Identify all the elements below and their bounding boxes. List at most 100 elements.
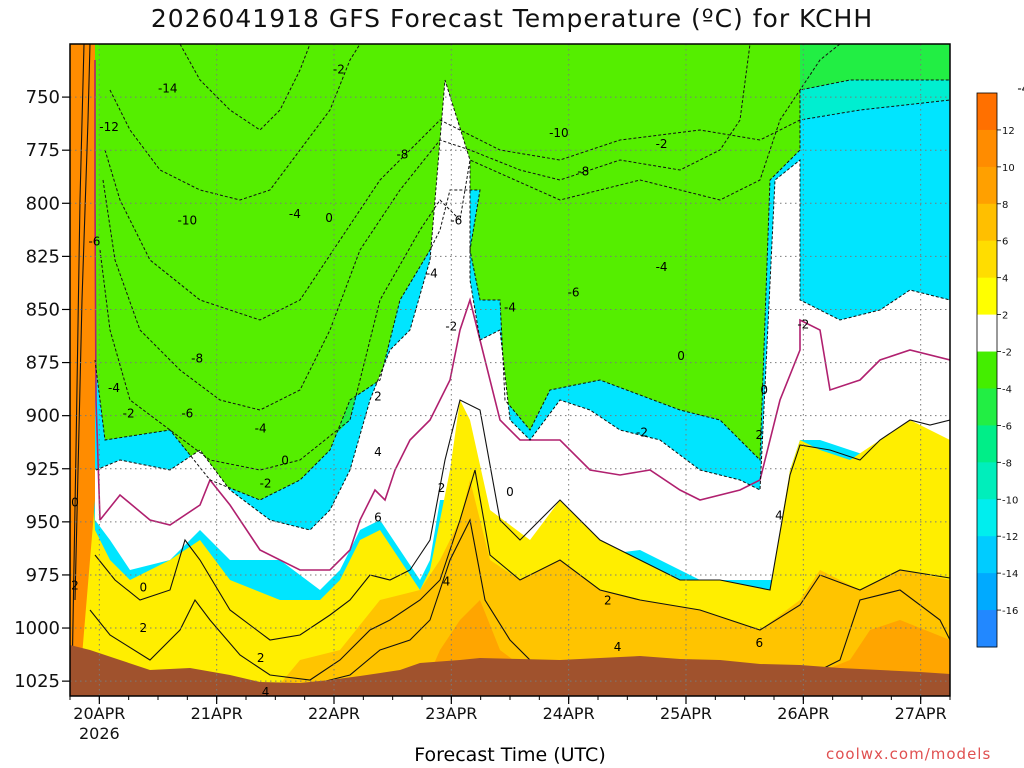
band-6-to-10 (270, 480, 950, 696)
contour-label: 0 (140, 581, 148, 595)
colorbar-tick-label: -10 (1002, 495, 1018, 506)
colorbar-tick-label: -6 (1002, 421, 1012, 432)
colorbar-tick-label: -8 (1002, 458, 1012, 469)
colorbar-tick-label: -4 (1002, 384, 1012, 395)
x-tick-label: 25APR (660, 704, 712, 723)
y-tick-label: 775 (26, 140, 60, 161)
isotherm-minus-6 (99, 44, 841, 471)
contour-label: -4 (504, 300, 516, 314)
ground-fill (70, 645, 950, 696)
x-tick-label: 26APR (777, 704, 829, 723)
contour-label: 2 (438, 481, 446, 495)
isotherm-minus-8 (102, 44, 751, 411)
colorbar-tick-label: -14 (1002, 569, 1018, 580)
colorbar-tick-label: 12 (1002, 126, 1015, 137)
contour-label: -2 (797, 317, 809, 331)
contour-label: 4 (443, 574, 451, 588)
colorbar-swatch (977, 499, 997, 537)
contour-label: 4 (374, 445, 382, 459)
contour-label: -2 (123, 407, 135, 421)
contour-label: 2 (257, 651, 265, 665)
contour-label: -6 (181, 407, 193, 421)
contour-label: 4 (614, 640, 622, 654)
colorbar-tick-label: 8 (1002, 200, 1008, 211)
contour-label: 0 (71, 496, 79, 510)
contour-label: -6 (88, 235, 100, 249)
contour-label: -6 (568, 285, 580, 299)
contour-label: -2 (636, 426, 648, 440)
colorbar-swatch (977, 314, 997, 353)
isotherm-positive-e (71, 44, 85, 681)
contour-label: -8 (396, 147, 408, 161)
colorbar-swatch (977, 129, 997, 168)
x-tick-label: 27APR (895, 704, 947, 723)
x-tick-label: 24APR (543, 704, 595, 723)
colorbar-swatch (977, 610, 997, 648)
freezing-contour-west (94, 60, 101, 521)
colorbar-swatch (977, 277, 997, 316)
credit-link[interactable]: coolwx.com/models (826, 745, 992, 763)
x-tick-label: 22APR (308, 704, 360, 723)
contour-label: 0 (506, 485, 514, 499)
chart-title: 2026041918 GFS Forecast Temperature (ºC)… (150, 4, 874, 33)
contour-label: -6 (450, 213, 462, 227)
contour-label: 0 (760, 383, 768, 397)
contour-label: 2 (756, 428, 764, 442)
contour-label: -4 (108, 381, 120, 395)
grid-lines (70, 44, 950, 696)
isotherm-minus-14 (179, 44, 311, 131)
y-tick-label: 925 (26, 459, 60, 480)
contour-label: -14 (158, 82, 178, 96)
contour-label: -4 (426, 266, 438, 280)
colorbar-frame (976, 92, 998, 648)
contour-label: -4 (656, 260, 668, 274)
y-tick-label: 1000 (14, 618, 60, 639)
contour-label: -4 (289, 207, 301, 221)
x-tick-label: 20APR (73, 704, 125, 723)
contour-label: 6 (374, 511, 382, 525)
freezing-contour (99, 297, 950, 571)
contour-label: -4 (255, 421, 267, 435)
band-minus-2-to-2 (95, 80, 950, 590)
y-tick-label: 1025 (14, 671, 60, 692)
colorbar-swatch (977, 388, 997, 426)
isotherm-minus-12 (109, 44, 361, 201)
contour-label: -10 (549, 126, 569, 140)
colorbar-tick-label: 6 (1002, 237, 1008, 248)
contour-label: 4 (262, 685, 270, 699)
colorbar-swatch (977, 93, 997, 131)
contour-label: 4 (775, 508, 783, 522)
colorbar-tick-label: -2 (1002, 348, 1012, 359)
contour-label: 2 (374, 390, 382, 404)
isotherm-positive-d (74, 44, 91, 601)
y-tick-label: 850 (26, 299, 60, 320)
colorbar-swatch (977, 203, 997, 242)
contour-label: -8 (191, 351, 203, 365)
y-tick-label: 750 (26, 87, 60, 108)
colorbar-swatch (977, 425, 997, 463)
colorbar-swatch (977, 536, 997, 574)
contour-label: -2 (445, 319, 457, 333)
contour-label: -4 (1017, 82, 1024, 96)
colorbar-tick-label: -16 (1002, 606, 1018, 617)
contour-label: -2 (656, 137, 668, 151)
colorbar-tick-label: 2 (1002, 311, 1008, 322)
color-bar: 12 10 8 6 4 2 -2 -4 -6 -8 -10 -12 -14 -16 (976, 92, 1018, 648)
contour-label: -8 (577, 164, 589, 178)
y-tick-label: 800 (26, 193, 60, 214)
colorbar-tick-label: -12 (1002, 532, 1018, 543)
contour-label: -10 (178, 213, 198, 227)
y-tick-label: 975 (26, 565, 60, 586)
isotherm-minus-2 (95, 79, 950, 531)
x-axis-label: Forecast Time (UTC) (414, 744, 606, 766)
contour-label: 0 (281, 453, 289, 467)
contour-label: 2 (140, 621, 148, 635)
contour-label: 2 (71, 579, 79, 593)
colorbar-swatch (977, 351, 997, 389)
y-tick-label: 825 (26, 246, 60, 267)
colorbar-swatch (977, 240, 997, 279)
colorbar-swatch (977, 166, 997, 205)
isotherm-minus-10 (104, 99, 950, 321)
